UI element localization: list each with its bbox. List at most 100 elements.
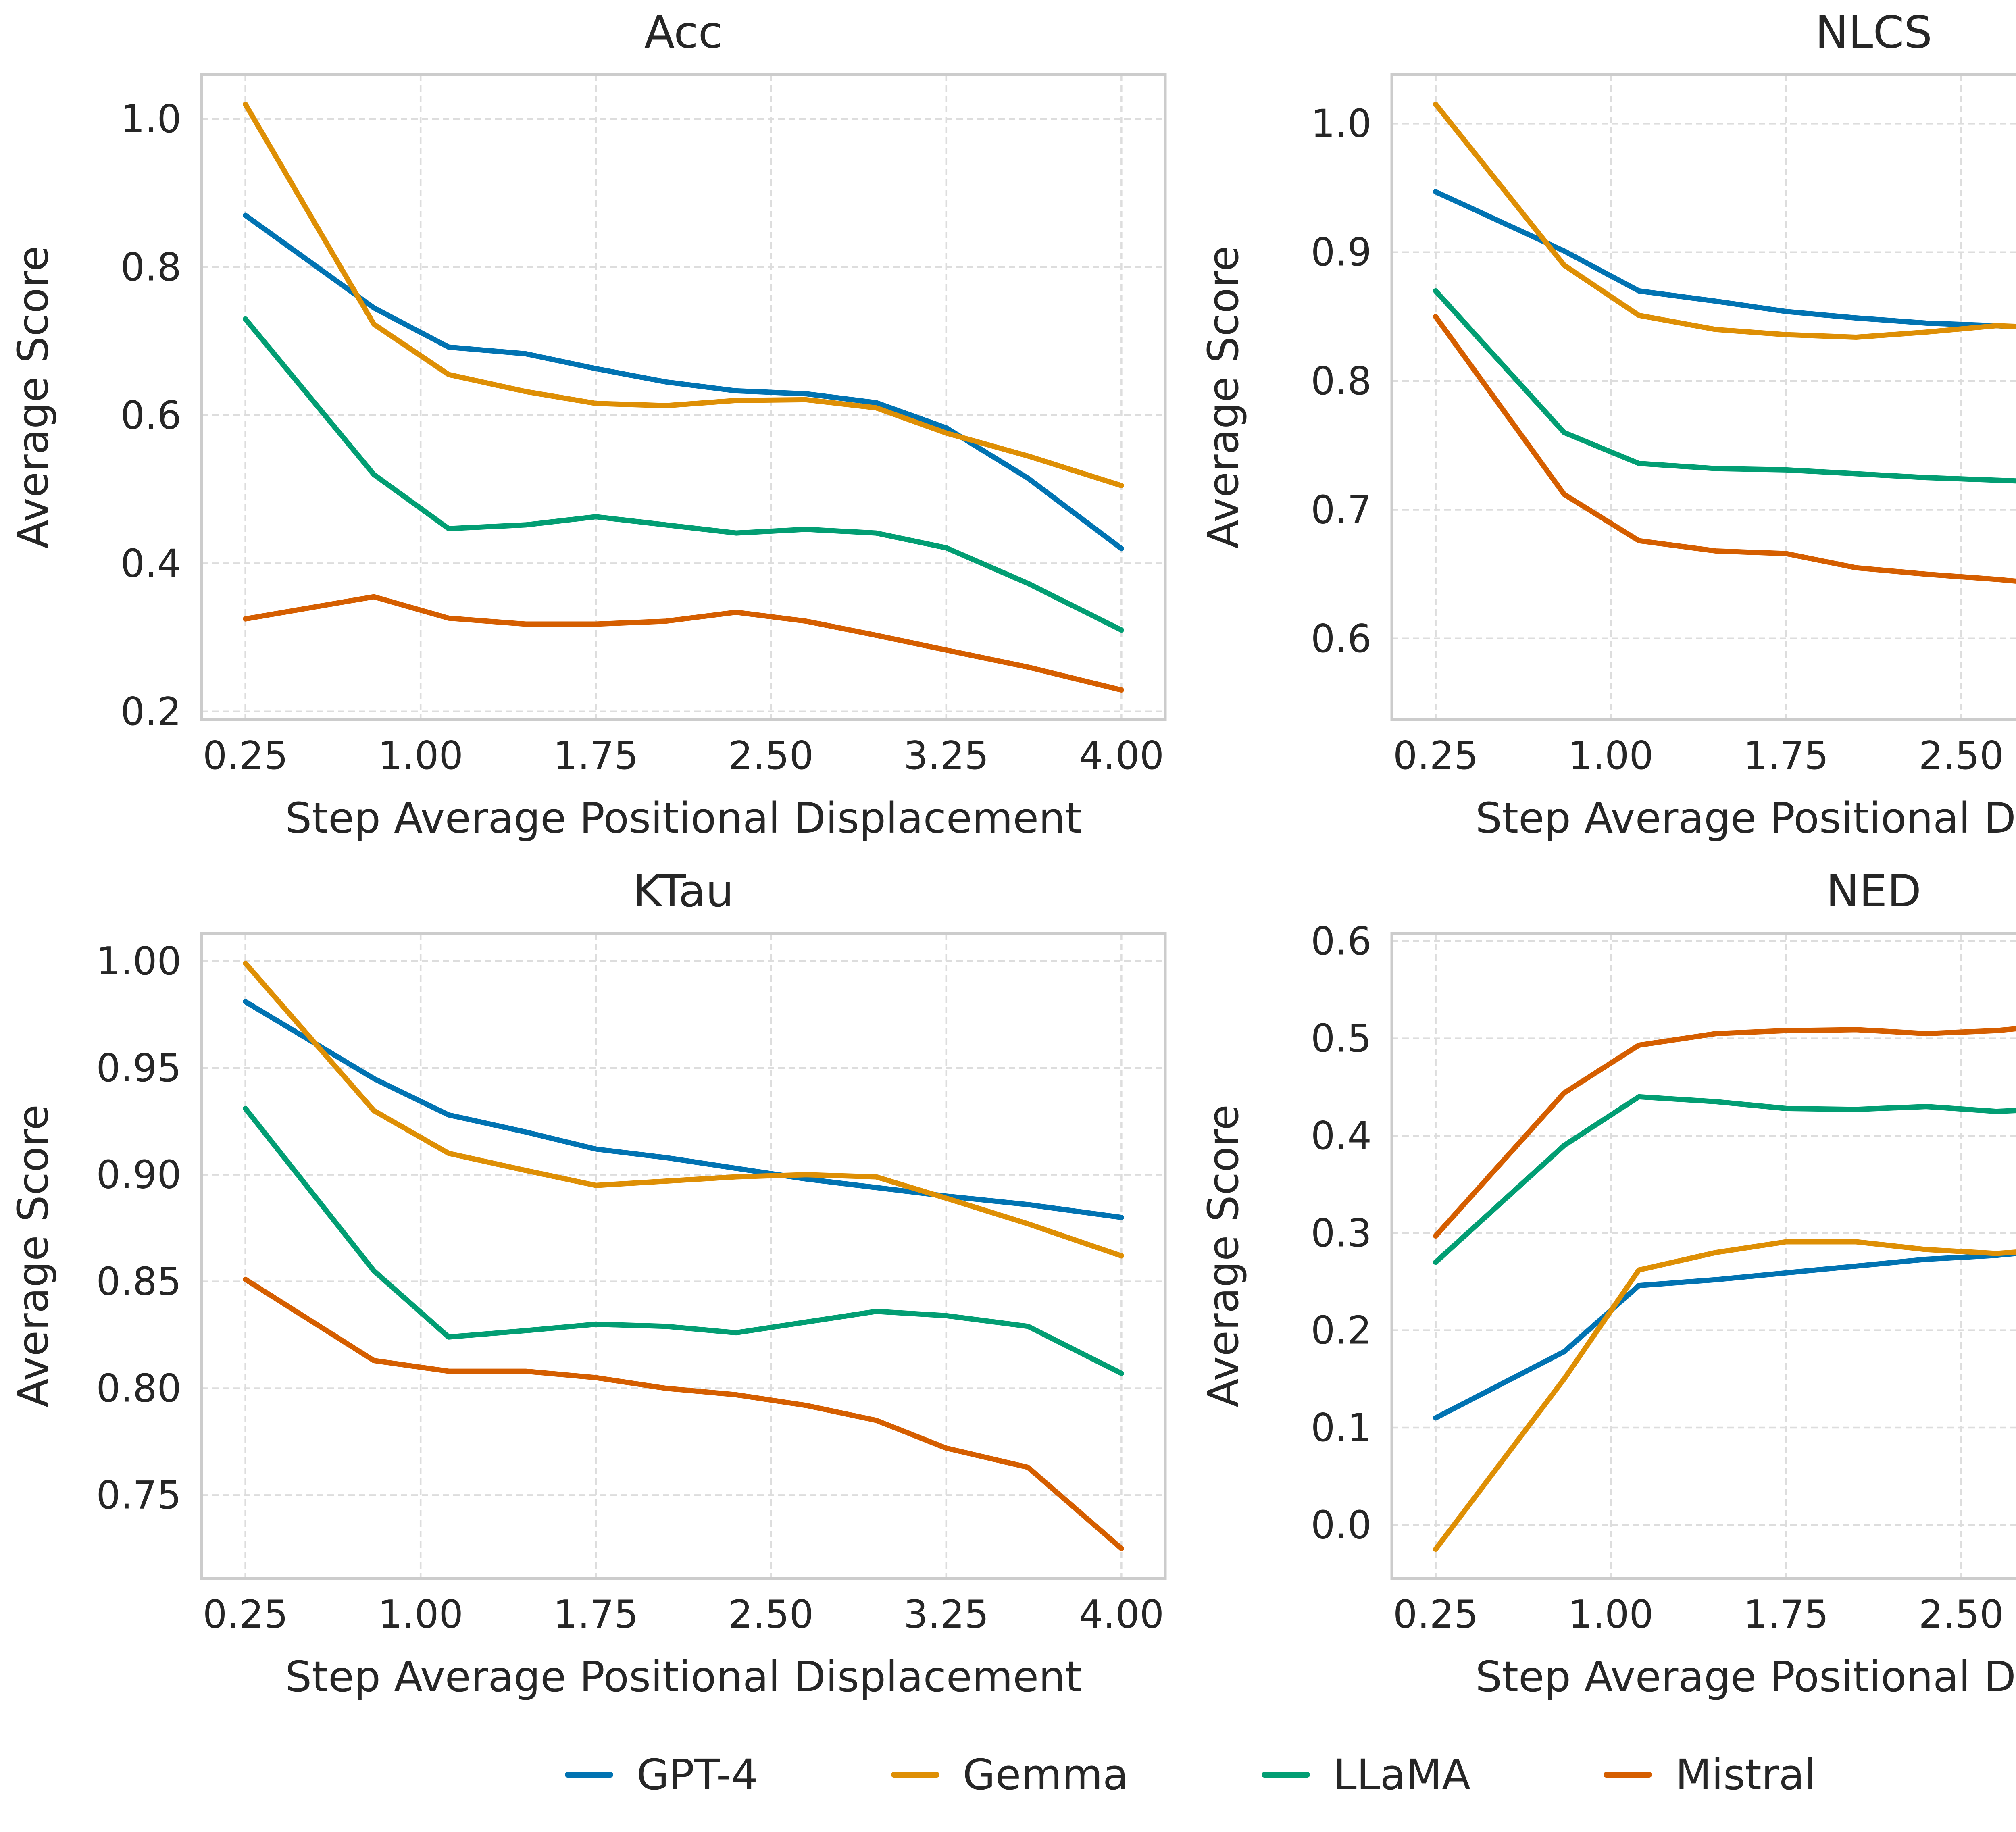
series-line-gpt-4: [1433, 189, 2016, 329]
y-tick-label: 1.0: [121, 97, 181, 142]
plot-area: [202, 933, 1165, 1578]
subplot-cell-nlcs: 0.251.001.752.503.254.000.60.70.80.91.0S…: [1190, 0, 2016, 859]
chart-title: NED: [1826, 865, 1922, 917]
x-axis-label: Step Average Positional Displacement: [285, 793, 1082, 843]
legend-label: Mistral: [1675, 1750, 1816, 1799]
series-line-mistral: [1433, 314, 2016, 584]
x-tick-label: 1.75: [553, 1593, 639, 1637]
axes-spines: [200, 73, 1167, 721]
x-tick-label: 4.00: [1079, 1593, 1164, 1637]
x-tick-label: 1.75: [1743, 734, 1829, 778]
x-tick-label: 1.75: [1743, 1593, 1829, 1637]
legend-label: Gemma: [962, 1750, 1129, 1799]
series-line-mistral: [243, 1276, 1124, 1551]
y-tick-label: 0.80: [96, 1366, 181, 1411]
y-tick-label: 0.7: [1311, 488, 1372, 532]
y-tick-label: 0.2: [1311, 1309, 1372, 1353]
y-tick-label: 0.9: [1311, 231, 1372, 275]
series-line-gemma: [1433, 1239, 2016, 1552]
subplot-grid: 0.25 1.00 1.75 2.50 3.25 4.00 0.2 0.4 0.6 0.8 1.0 S…: [0, 0, 2016, 1718]
plot-area: [1392, 75, 2016, 720]
axes-spines: [1390, 73, 2016, 721]
series-line-llama: [1433, 1094, 2016, 1265]
x-tick-label: 4.00: [1079, 734, 1164, 778]
series-line-gemma: [1433, 102, 2016, 340]
series-line-llama: [243, 316, 1124, 633]
x-tick-label: 1.75: [553, 734, 639, 778]
chart-ned: 0.251.001.752.503.254.000.00.10.20.30.40…: [1199, 865, 2016, 1701]
y-tick-label: 0.4: [121, 541, 181, 586]
series-line-gpt-4: [243, 999, 1124, 1220]
x-tick-label: 2.50: [1919, 734, 2004, 778]
subplot-cell-acc: 0.25 1.00 1.75 2.50 3.25 4.00 0.2 0.4 0.6 0.8 1.0 S…: [0, 0, 1190, 859]
y-tick-label: 0.95: [96, 1046, 181, 1091]
series-line-llama: [243, 1105, 1124, 1376]
series-line-mistral: [1433, 1026, 2016, 1239]
x-tick-label: 0.25: [203, 734, 288, 778]
y-tick-label: 0.1: [1311, 1406, 1372, 1450]
x-tick-label: 3.25: [904, 1593, 989, 1637]
chart-title: Acc: [644, 6, 723, 58]
x-tick-label: 2.50: [729, 1593, 814, 1637]
legend-line-swatch: [564, 1772, 613, 1778]
x-tick-label: 1.00: [378, 734, 463, 778]
y-tick-label: 0.6: [1311, 617, 1372, 661]
y-tick-label: 0.6: [121, 393, 181, 438]
x-axis-label: Step Average Positional Displacement: [1475, 793, 2016, 843]
legend-label: LLaMA: [1333, 1750, 1471, 1799]
subplot-cell-ned: 0.251.001.752.503.254.000.00.10.20.30.40…: [1190, 859, 2016, 1718]
subplot-cell-ktau: 0.25 1.00 1.75 2.50 3.25 4.00 0.75 0.80 0.85 0.90…: [0, 859, 1190, 1718]
legend-item-llama: LLaMA: [1261, 1750, 1471, 1799]
chart-nlcs: 0.251.001.752.503.254.000.60.70.80.91.0S…: [1199, 6, 2016, 843]
y-tick-label: 0.5: [1311, 1017, 1372, 1061]
chart-ktau: 0.25 1.00 1.75 2.50 3.25 4.00 0.75 0.80 0.85 0.90…: [8, 865, 1167, 1701]
legend-item-gemma: Gemma: [891, 1754, 1129, 1796]
legend: GPT-4 Gemma LLaMA Mistral: [0, 1718, 2016, 1832]
y-tick-label: 0.0: [1311, 1503, 1372, 1547]
x-tick-label: 0.25: [1393, 1593, 1479, 1637]
legend-item-gpt-4: GPT-4: [564, 1750, 758, 1799]
x-tick-label: 0.25: [203, 1593, 288, 1637]
series-line-gemma: [243, 102, 1124, 488]
x-tick-label: 1.00: [378, 1593, 463, 1637]
y-tick-label: 1.0: [1311, 102, 1372, 146]
y-tick-label: 1.00: [96, 939, 181, 984]
y-tick-label: 0.85: [96, 1260, 181, 1304]
plot-area: [202, 75, 1165, 720]
axes-spines: [1390, 932, 2016, 1580]
x-tick-label: 2.50: [729, 734, 814, 778]
y-tick-label: 0.6: [1311, 919, 1372, 964]
series-line-gpt-4: [1433, 1251, 2016, 1421]
legend-item-mistral: Mistral: [1604, 1754, 1816, 1796]
x-tick-label: 2.50: [1919, 1593, 2004, 1637]
y-tick-label: 0.75: [96, 1473, 181, 1518]
y-axis-label: Average Score: [8, 1104, 58, 1407]
y-tick-label: 0.90: [96, 1153, 181, 1197]
y-axis-label: Average Score: [8, 246, 58, 548]
chart-acc: 0.25 1.00 1.75 2.50 3.25 4.00 0.2 0.4 0.6 0.8 1.0 S…: [8, 6, 1167, 843]
legend-line-swatch: [891, 1772, 939, 1778]
y-tick-label: 0.2: [121, 690, 181, 734]
series-line-llama: [1433, 288, 2016, 484]
legend-label: GPT-4: [636, 1750, 758, 1799]
y-tick-label: 0.8: [121, 246, 181, 290]
y-axis-label: Average Score: [1199, 246, 1248, 548]
x-tick-label: 3.25: [904, 734, 989, 778]
y-tick-label: 0.4: [1311, 1114, 1372, 1158]
y-axis-label: Average Score: [1199, 1104, 1248, 1407]
x-axis-label: Step Average Positional Displacement: [285, 1652, 1082, 1701]
y-tick-label: 0.8: [1311, 359, 1372, 404]
chart-title: KTau: [633, 865, 734, 917]
legend-line-swatch: [1261, 1772, 1310, 1778]
y-tick-label: 0.3: [1311, 1211, 1372, 1255]
x-tick-label: 0.25: [1393, 734, 1479, 778]
chart-title: NLCS: [1815, 6, 1932, 58]
series-line-mistral: [243, 594, 1124, 693]
x-tick-label: 1.00: [1568, 734, 1654, 778]
x-axis-label: Step Average Positional Displacement: [1475, 1652, 2016, 1701]
legend-line-swatch: [1604, 1772, 1652, 1778]
axes-spines: [200, 932, 1167, 1580]
x-tick-label: 1.00: [1568, 1593, 1654, 1637]
series-line-gemma: [243, 960, 1124, 1259]
